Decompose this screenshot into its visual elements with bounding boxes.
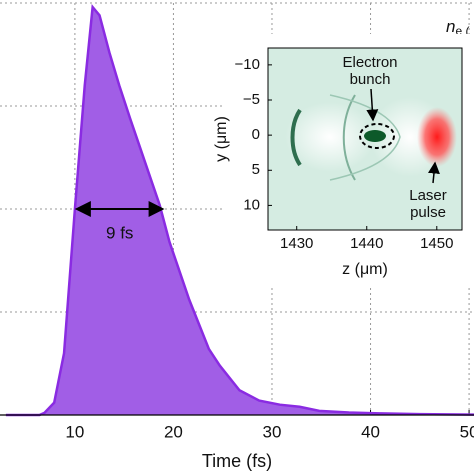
inset-y-label: y (μm) (213, 116, 230, 162)
annotation-label: 9 fs (106, 223, 133, 242)
inset-y-tick-label: 10 (243, 196, 260, 213)
laser-pulse (417, 107, 457, 167)
x-axis-label: Time (fs) (202, 451, 272, 471)
x-tick-label: 20 (164, 422, 183, 441)
area-fill (5, 7, 474, 416)
annotation-label: pulse (410, 204, 446, 221)
inset-y-tick-label: −5 (243, 91, 260, 108)
wake-edge (290, 108, 302, 167)
x-tick-label: 40 (361, 422, 380, 441)
wake-edge (342, 94, 356, 181)
electron-bunch (364, 130, 386, 142)
inset-y-tick-label: 0 (252, 126, 260, 143)
inset-y-tick-label: −10 (235, 56, 260, 73)
annotation-arrow (366, 88, 379, 122)
inset-y-tick-label: 5 (252, 161, 260, 178)
annotation-label: Laser (409, 187, 447, 204)
x-tick-label: 10 (65, 422, 84, 441)
x-tick-label: 30 (263, 422, 282, 441)
annotation-arrow (427, 161, 440, 184)
annotation-label: Electron (342, 54, 397, 71)
inset-x-label: z (μm) (342, 261, 388, 278)
x-tick-label: 50 (460, 422, 474, 441)
wake-edge (329, 94, 401, 181)
bunch-outline (359, 123, 395, 149)
annotation-label: bunch (350, 71, 391, 88)
colorbar-symbol: n (446, 17, 455, 36)
wake-cavity (285, 102, 375, 172)
inset-x-tick-label: 1450 (420, 235, 453, 252)
inset-x-tick-label: 1430 (280, 235, 313, 252)
inset-frame (267, 47, 463, 231)
inset-x-tick-label: 1440 (350, 235, 383, 252)
